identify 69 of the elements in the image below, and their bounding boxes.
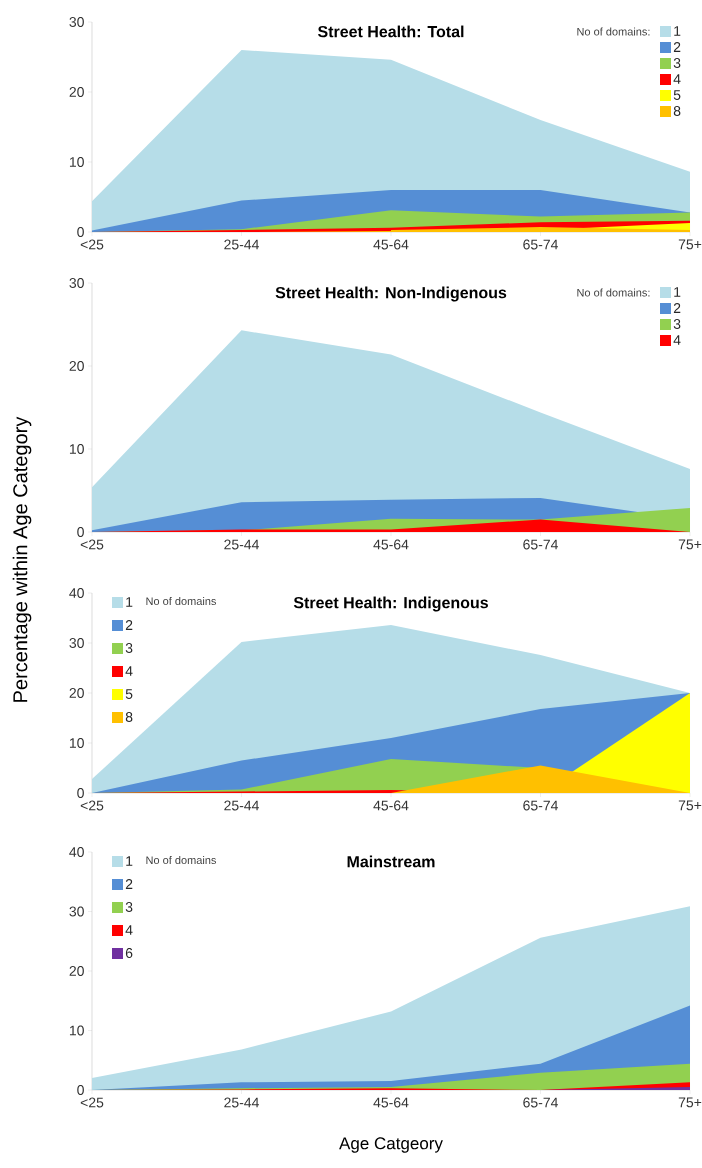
y-tick-label: 10 xyxy=(69,738,84,748)
x-tick-label: 75+ xyxy=(678,539,702,550)
legend-label: 1 xyxy=(126,856,133,866)
y-tick-label: 0 xyxy=(77,788,84,798)
legend-label: 1 xyxy=(674,287,681,297)
x-tick-label: 65-74 xyxy=(523,1097,558,1108)
legend-label: 4 xyxy=(673,74,681,84)
y-tick-label: 30 xyxy=(69,638,84,648)
chart-title: Mainstream xyxy=(347,855,435,868)
x-axis-title: Age Catgeory xyxy=(339,1137,443,1153)
legend-title: No of domains: xyxy=(577,288,650,297)
y-tick-label: 0 xyxy=(77,527,84,537)
y-tick-label: 30 xyxy=(69,17,84,27)
y-tick-label: 40 xyxy=(69,847,84,857)
x-tick-label: 25-44 xyxy=(224,1097,259,1108)
x-tick-label: 45-64 xyxy=(373,800,409,811)
legend-label: 3 xyxy=(125,902,133,912)
x-tick-label: 25-44 xyxy=(224,239,259,250)
legend-label: 3 xyxy=(673,319,681,329)
legend-label: 1 xyxy=(126,597,133,607)
x-tick-label: 75+ xyxy=(678,1097,702,1108)
legend-label: 8 xyxy=(125,712,133,722)
y-tick-label: 10 xyxy=(69,1025,84,1036)
legend-title: No of domains xyxy=(146,855,217,865)
x-tick-label: <25 xyxy=(80,539,104,550)
y-tick-label: 10 xyxy=(69,157,84,167)
y-tick-label: 20 xyxy=(69,688,84,698)
legend-label: 6 xyxy=(125,948,133,958)
y-tick-label: 20 xyxy=(69,361,84,371)
y-tick-label: 10 xyxy=(69,444,84,454)
legend-label: 4 xyxy=(125,925,133,935)
legend-label: 1 xyxy=(674,26,681,36)
x-tick-label: 45-64 xyxy=(373,539,409,550)
x-tick-label: 25-44 xyxy=(224,800,259,811)
x-tick-label: 65-74 xyxy=(523,239,558,250)
legend-label: 4 xyxy=(125,666,133,676)
y-tick-label: 20 xyxy=(69,966,84,976)
x-tick-label: 45-64 xyxy=(373,239,409,250)
y-tick-label: 30 xyxy=(69,278,84,288)
chart-title: Street Health: Non-Indigenous xyxy=(275,286,507,302)
x-tick-label: 75+ xyxy=(678,239,702,250)
x-tick-label: <25 xyxy=(80,800,104,811)
chart-title: Street Health: Indigenous xyxy=(293,596,488,612)
y-tick-label: 40 xyxy=(69,588,84,598)
legend-label: 3 xyxy=(673,58,681,68)
chart-title: Street Health: Total xyxy=(317,25,464,38)
x-tick-label: 65-74 xyxy=(523,800,558,811)
x-tick-label: 25-44 xyxy=(224,539,259,550)
legend-label: 2 xyxy=(125,879,133,889)
x-tick-label: 75+ xyxy=(678,800,702,811)
x-tick-label: <25 xyxy=(80,239,104,250)
y-axis-title: Percentage within Age Category xyxy=(12,416,32,702)
y-tick-label: 30 xyxy=(69,906,84,917)
y-tick-label: 0 xyxy=(77,227,84,237)
legend-label: 2 xyxy=(673,42,681,52)
legend-label: 3 xyxy=(125,643,133,653)
legend-label: 4 xyxy=(673,335,681,345)
legend-title: No of domains xyxy=(146,596,217,606)
y-tick-label: 20 xyxy=(69,87,84,97)
x-tick-label: 45-64 xyxy=(373,1097,409,1108)
x-tick-label: 65-74 xyxy=(523,539,558,550)
legend-label: 2 xyxy=(125,620,133,630)
legend-label: 2 xyxy=(673,303,681,313)
legend-label: 8 xyxy=(673,106,681,116)
legend-label: 5 xyxy=(673,90,681,100)
y-tick-label: 0 xyxy=(77,1085,84,1095)
legend-label: 5 xyxy=(125,689,133,699)
legend-title: No of domains: xyxy=(577,27,650,36)
x-tick-label: <25 xyxy=(80,1097,104,1108)
